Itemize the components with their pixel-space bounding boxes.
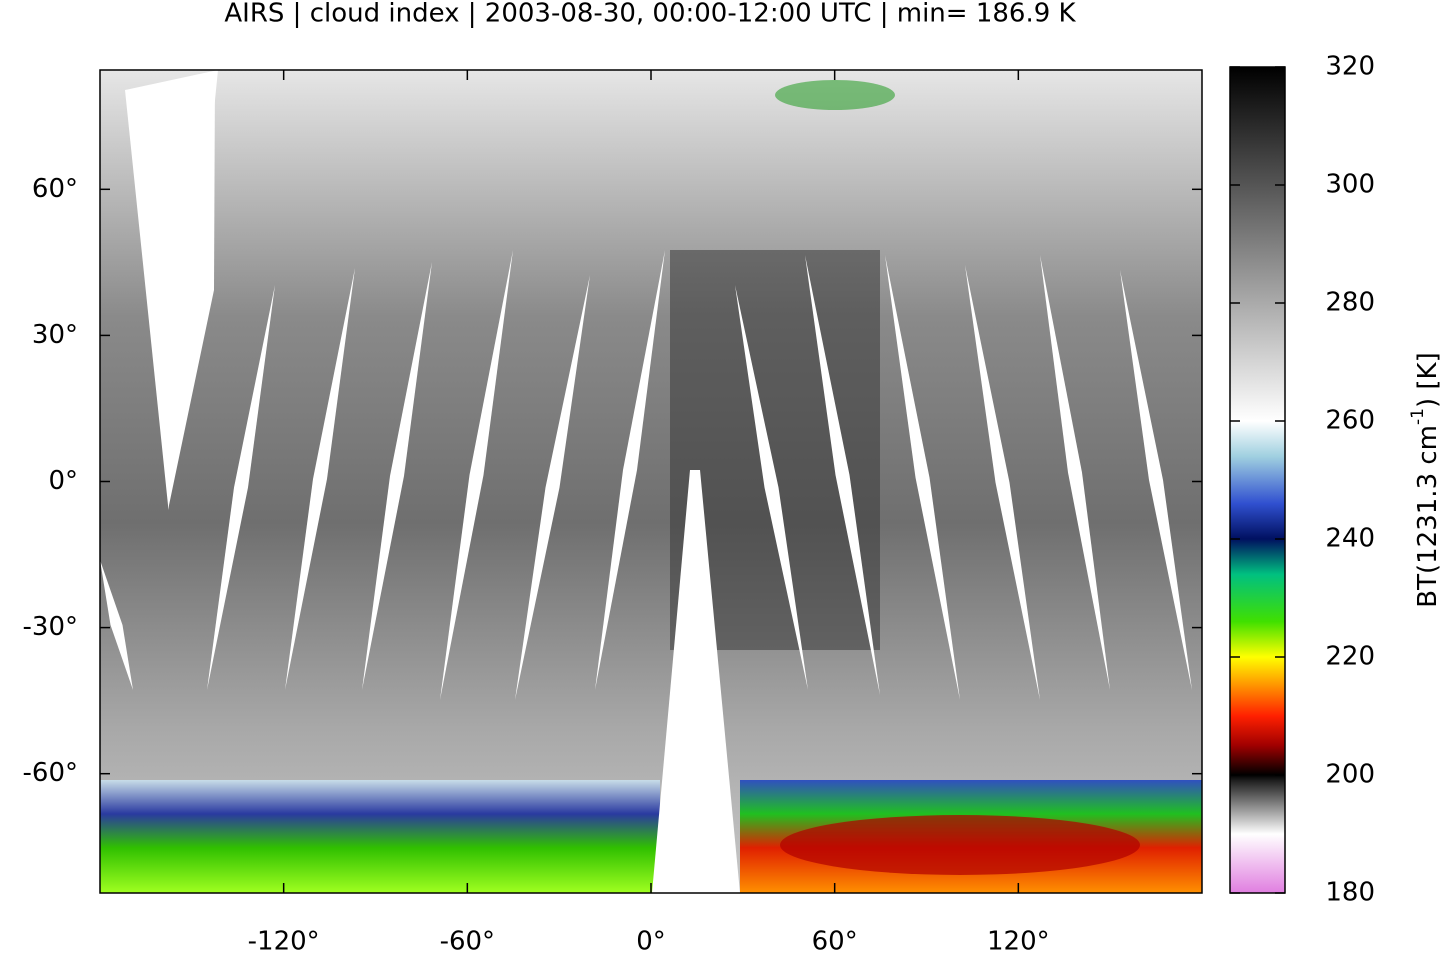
x-tick-label: 0°	[636, 927, 666, 956]
swath-gap	[652, 470, 740, 893]
x-tick-label: -60°	[440, 927, 495, 956]
y-tick-label: 60°	[32, 174, 78, 204]
x-tick-label: 120°	[987, 927, 1050, 956]
y-tick-label: -60°	[23, 758, 78, 788]
colorbar-tick-label: 220	[1325, 642, 1375, 672]
y-tick-label: 0°	[48, 466, 78, 496]
colorbar-tick-label: 300	[1325, 170, 1375, 200]
colorbar	[1229, 66, 1286, 894]
swath-gap	[805, 255, 880, 695]
colorbar-label-text: BT(1231.3 cm	[1413, 425, 1442, 608]
swath-gap	[515, 275, 590, 700]
colorbar-tick-label: 320	[1325, 52, 1375, 82]
swath-gap	[125, 70, 218, 505]
swath-gap	[1040, 255, 1110, 690]
colorbar-label-suffix: ) [K]	[1413, 352, 1442, 408]
colorbar-tick-label: 240	[1325, 524, 1375, 554]
colorbar-label: BT(1231.3 cm-1) [K]	[1408, 352, 1442, 607]
y-tick-label: -30°	[23, 612, 78, 642]
colorbar-tick-label: 200	[1325, 760, 1375, 790]
colorbar-tick-label: 260	[1325, 406, 1375, 436]
x-tick-label: -120°	[248, 927, 320, 956]
colorbar-tick-label: 280	[1325, 288, 1375, 318]
swath-gap	[885, 255, 960, 700]
swath-gap	[362, 262, 432, 690]
colorbar-label-superscript: -1	[1408, 408, 1428, 425]
swath-gap	[595, 250, 665, 690]
swath-gap	[965, 265, 1040, 700]
satellite-image	[100, 70, 1202, 893]
swath-gap	[100, 560, 133, 690]
swath-gap	[207, 285, 275, 690]
swath-gap	[1120, 270, 1192, 690]
swath-gap	[285, 268, 355, 690]
y-tick-label: 30°	[32, 320, 78, 350]
colorbar-tick-label: 180	[1325, 878, 1375, 908]
x-tick-label: 60°	[812, 927, 858, 956]
swath-gap	[440, 250, 513, 700]
swath-gap	[735, 285, 808, 690]
chart-title: AIRS | cloud index | 2003-08-30, 00:00-1…	[224, 0, 1076, 29]
